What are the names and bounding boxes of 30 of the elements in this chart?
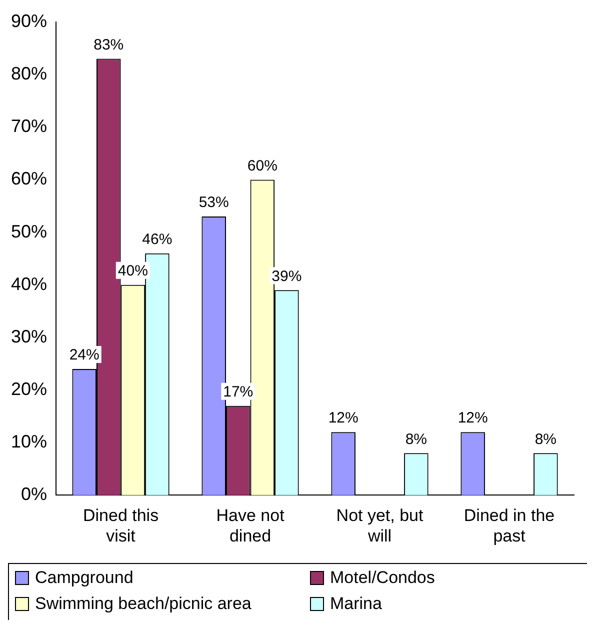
data-label: 8% [534, 430, 557, 448]
y-tick-label: 50% [10, 221, 48, 242]
data-label: 12% [458, 410, 488, 427]
x-tick-label: Not yet, but will [336, 506, 424, 546]
data-label: 24% [69, 346, 100, 364]
data-label: 60% [247, 157, 278, 174]
x-tick-label: Have not dined [216, 506, 285, 546]
data-label: 12% [328, 410, 358, 427]
data-label: 39% [272, 268, 302, 285]
legend-label: Campground [35, 568, 134, 588]
x-tick-label: Dined in the past [464, 506, 555, 546]
y-tick-label: 80% [10, 64, 48, 84]
y-tick-label: 30% [10, 326, 48, 346]
y-tick-label: 0% [21, 484, 48, 504]
legend-label: Swimming beach/picnic area [35, 594, 252, 614]
y-tick-label: 40% [10, 274, 48, 294]
y-tick-label: 70% [10, 116, 48, 136]
legend-label: Marina [330, 594, 382, 614]
y-tick-label: 90% [10, 10, 48, 31]
data-label: 53% [198, 194, 229, 212]
y-tick-label: 20% [10, 379, 48, 400]
data-label: 40% [118, 262, 148, 280]
data-label: 8% [405, 430, 428, 448]
y-tick-label: 60% [10, 168, 48, 189]
x-tick-label: Dined this visit [82, 506, 159, 546]
legend-label: Motel/Condos [330, 568, 435, 588]
data-label: 17% [223, 383, 254, 400]
data-label: 83% [94, 36, 124, 54]
y-tick-label: 10% [10, 432, 48, 452]
data-label: 46% [142, 230, 172, 248]
